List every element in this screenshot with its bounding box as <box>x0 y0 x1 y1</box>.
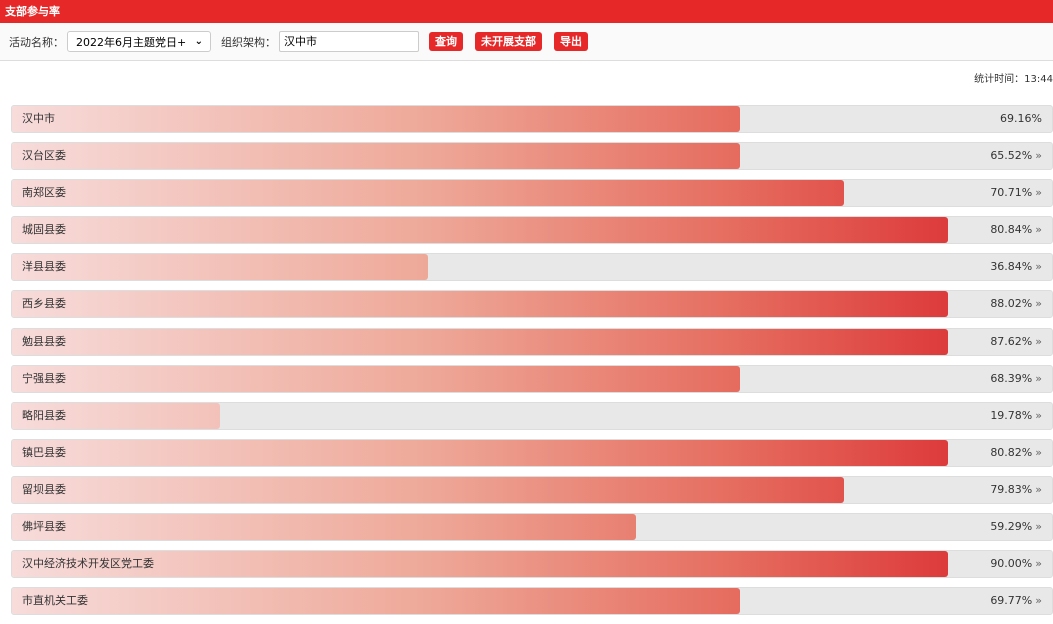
list-item-percent: 79.83%» <box>990 477 1042 503</box>
double-chevron-right-icon[interactable]: » <box>1035 520 1042 534</box>
participation-list: 汉中市 69.16% 汉台区委 65.52%» 南郑区委 70.71%» 城固县委 80.84… <box>11 105 1053 624</box>
double-chevron-right-icon[interactable]: » <box>1035 149 1042 163</box>
list-item-percent: 80.82%» <box>990 440 1042 466</box>
list-item-name: 宁强县委 <box>22 371 66 385</box>
percent-value: 59.29% <box>990 520 1033 534</box>
list-item-name: 汉中市 <box>22 112 55 125</box>
list-item[interactable]: 城固县委 80.84%» <box>11 216 1053 245</box>
list-item-percent: 87.62%» <box>990 329 1042 355</box>
percent-value: 36.84% <box>990 260 1033 274</box>
list-item-name: 市直机关工委 <box>22 594 88 608</box>
double-chevron-right-icon[interactable]: » <box>1035 482 1042 496</box>
filter-toolbar: 活动名称： 2022年6月主题党日+ ⌄ 组织架构： 汉中市 查询 未开展支部 … <box>0 23 1053 61</box>
list-item[interactable]: 佛坪县委 59.29%» <box>11 513 1053 542</box>
list-item[interactable]: 洋县县委 36.84%» <box>11 253 1053 282</box>
list-item-percent: 68.39%» <box>990 366 1042 392</box>
list-item-percent: 88.02%» <box>990 291 1042 317</box>
list-item-percent: 69.77%» <box>990 588 1042 614</box>
list-item-percent: 36.84%» <box>990 254 1042 280</box>
progress-bar <box>12 180 844 207</box>
list-item[interactable]: 市直机关工委 69.77%» <box>11 587 1053 616</box>
percent-value: 65.52% <box>990 149 1033 163</box>
percent-value: 19.78% <box>990 408 1033 422</box>
list-item-name: 汉中经济技术开发区党工委 <box>22 557 154 571</box>
percent-value: 79.83% <box>990 482 1033 496</box>
page-title: 支部参与率 <box>0 0 1053 23</box>
list-item[interactable]: 汉台区委 65.52%» <box>11 142 1053 171</box>
list-item-percent: 65.52%» <box>990 143 1042 169</box>
progress-bar <box>12 328 948 355</box>
progress-bar <box>12 439 948 466</box>
double-chevron-right-icon[interactable]: » <box>1035 334 1042 348</box>
org-input[interactable]: 汉中市 <box>279 31 419 52</box>
double-chevron-right-icon[interactable]: » <box>1035 445 1042 459</box>
progress-bar <box>12 476 844 503</box>
query-button[interactable]: 查询 <box>429 32 463 51</box>
progress-bar <box>12 551 948 578</box>
double-chevron-right-icon[interactable]: » <box>1035 594 1042 608</box>
list-item[interactable]: 汉中经济技术开发区党工委 90.00%» <box>11 550 1053 579</box>
list-item-name: 汉台区委 <box>22 149 66 163</box>
progress-bar <box>12 254 428 281</box>
progress-bar <box>12 402 220 429</box>
progress-bar <box>12 365 740 392</box>
percent-value: 69.77% <box>990 594 1033 608</box>
percent-value: 90.00% <box>990 557 1033 571</box>
double-chevron-right-icon[interactable]: » <box>1035 371 1042 385</box>
progress-bar <box>12 143 740 170</box>
progress-bar <box>12 588 740 615</box>
progress-bar <box>12 514 636 541</box>
percent-value: 70.71% <box>990 186 1033 200</box>
list-item-name: 勉县县委 <box>22 334 66 348</box>
list-item[interactable]: 宁强县委 68.39%» <box>11 364 1053 393</box>
progress-bar <box>12 217 948 244</box>
double-chevron-right-icon[interactable]: » <box>1035 260 1042 274</box>
not-started-branches-button[interactable]: 未开展支部 <box>475 32 542 51</box>
activity-label: 活动名称： <box>9 35 64 49</box>
stat-time: 统计时间：13:44 <box>974 74 1053 85</box>
list-item[interactable]: 留坝县委 79.83%» <box>11 475 1053 504</box>
list-item: 汉中市 69.16% <box>11 105 1053 133</box>
list-item[interactable]: 镇巴县委 80.82%» <box>11 438 1053 467</box>
percent-value: 80.82% <box>990 445 1033 459</box>
double-chevron-right-icon[interactable]: » <box>1035 223 1042 237</box>
percent-value: 69.16% <box>1000 112 1042 125</box>
list-item-percent: 80.84%» <box>990 217 1042 243</box>
list-item[interactable]: 勉县县委 87.62%» <box>11 327 1053 356</box>
double-chevron-right-icon[interactable]: » <box>1035 186 1042 200</box>
activity-select-value: 2022年6月主题党日+ <box>76 35 187 49</box>
list-item[interactable]: 西乡县委 88.02%» <box>11 290 1053 319</box>
list-item-percent: 69.16% <box>1000 106 1042 132</box>
export-button[interactable]: 导出 <box>554 32 588 51</box>
progress-bar <box>12 291 948 318</box>
list-item-percent: 90.00%» <box>990 551 1042 577</box>
list-item-name: 留坝县委 <box>22 482 66 496</box>
activity-select[interactable]: 2022年6月主题党日+ ⌄ <box>67 31 211 52</box>
list-item-name: 洋县县委 <box>22 260 66 274</box>
percent-value: 80.84% <box>990 223 1033 237</box>
list-item-name: 城固县委 <box>22 223 66 237</box>
percent-value: 87.62% <box>990 334 1033 348</box>
double-chevron-right-icon[interactable]: » <box>1035 408 1042 422</box>
chevron-down-icon: ⌄ <box>194 36 203 47</box>
list-item-name: 镇巴县委 <box>22 445 66 459</box>
list-item-percent: 59.29%» <box>990 514 1042 540</box>
list-item-name: 略阳县委 <box>22 408 66 422</box>
double-chevron-right-icon[interactable]: » <box>1035 297 1042 311</box>
percent-value: 88.02% <box>990 297 1033 311</box>
list-item-name: 佛坪县委 <box>22 520 66 534</box>
list-item-name: 南郑区委 <box>22 186 66 200</box>
list-item[interactable]: 南郑区委 70.71%» <box>11 179 1053 208</box>
org-label: 组织架构： <box>221 35 276 49</box>
progress-bar <box>12 106 740 132</box>
list-item-percent: 70.71%» <box>990 180 1042 206</box>
list-item-name: 西乡县委 <box>22 297 66 311</box>
list-item-percent: 19.78%» <box>990 403 1042 429</box>
list-item[interactable]: 略阳县委 19.78%» <box>11 401 1053 430</box>
double-chevron-right-icon[interactable]: » <box>1035 557 1042 571</box>
percent-value: 68.39% <box>990 371 1033 385</box>
